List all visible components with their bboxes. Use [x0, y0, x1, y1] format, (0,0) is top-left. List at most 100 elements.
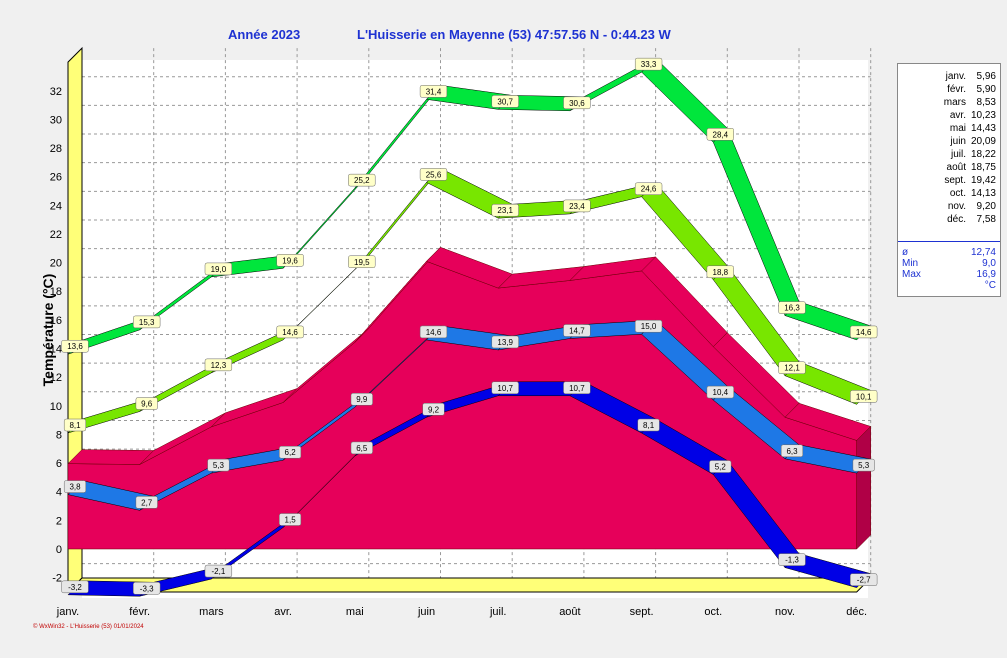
y-tick-label: 16	[50, 315, 62, 327]
legend-month-name: sept.	[944, 175, 966, 186]
data-label-bg	[706, 128, 734, 141]
y-tick-label: 18	[50, 286, 62, 298]
legend-month-value: 14,43	[970, 123, 996, 134]
data-label: 8,1	[69, 421, 81, 430]
legend-stat-value: °C	[984, 280, 996, 291]
data-label: 6,5	[356, 444, 368, 453]
data-label: 1,5	[285, 516, 297, 525]
x-tick-label: janv.	[56, 606, 79, 618]
data-label-bg	[419, 85, 448, 98]
data-label-bg	[778, 553, 806, 566]
data-label-bg	[563, 381, 591, 395]
data-label: 6,3	[786, 447, 798, 456]
data-label-bg	[422, 403, 445, 416]
data-label-bg	[637, 418, 660, 432]
y-tick-label: 26	[50, 172, 62, 184]
data-label-bg	[61, 580, 89, 594]
legend-month-name: août	[946, 162, 966, 173]
legend-stat-value: 16,9	[976, 269, 996, 280]
data-label: 33,3	[641, 60, 657, 69]
data-label-bg	[279, 513, 302, 526]
x-tick-label: déc.	[846, 606, 867, 618]
y-tick-label: 6	[56, 458, 62, 470]
mean-area-top	[67, 449, 155, 465]
y-tick-label: 10	[50, 401, 62, 413]
data-label: 19,0	[211, 265, 227, 274]
data-labels: 13,6 15,3 19,0 19,6 25,2 31,4 30,7 30,6 33,3 28,4…	[61, 57, 878, 595]
data-label: -1,3	[785, 556, 799, 565]
data-label-bg	[706, 385, 734, 399]
chart-location-title: L'Huisserie en Mayenne (53) 47:57.56 N -…	[357, 27, 671, 42]
legend-month-value: 8,53	[976, 97, 996, 108]
legend-stat-key: ø	[902, 247, 909, 258]
y-tick-label: 32	[50, 86, 62, 98]
y-tick-label: 14	[50, 344, 62, 356]
x-tick-label: sept.	[630, 606, 654, 618]
data-label: 12,1	[784, 364, 800, 373]
data-label: 9,9	[356, 395, 368, 404]
data-label-bg	[61, 339, 89, 353]
data-label-bg	[63, 480, 87, 493]
data-label-bg	[563, 96, 591, 110]
legend-stat-key: Max	[902, 269, 921, 280]
x-tick-label: févr.	[129, 606, 150, 618]
data-label-bg	[204, 564, 233, 578]
data-label: 23,4	[569, 202, 585, 211]
data-label: 14,6	[282, 328, 298, 337]
data-label: 5,3	[858, 461, 870, 470]
legend-stat-value: 9,0	[982, 258, 996, 269]
data-label: 30,6	[569, 99, 585, 108]
data-label: 31,4	[426, 87, 442, 96]
data-label-bg	[276, 325, 304, 339]
mean-area-side	[856, 425, 871, 550]
data-label: -2,7	[857, 576, 871, 585]
data-label-bg	[135, 496, 158, 509]
legend-month-name: juil.	[950, 149, 966, 160]
data-label: 24,6	[641, 185, 657, 194]
data-label: 12,3	[211, 361, 227, 370]
data-label: 9,2	[428, 405, 440, 414]
data-label: -2,1	[212, 567, 226, 576]
footer-credit: © WxWin32 - L'Huisserie (53) 01/01/2024	[33, 624, 144, 630]
data-label: 6,2	[285, 448, 297, 457]
y-tick-label: 30	[50, 114, 62, 126]
data-label-bg	[634, 182, 663, 195]
data-label-bg	[350, 392, 373, 406]
data-label: 23,1	[497, 206, 513, 215]
y-tick-label: 2	[56, 515, 62, 527]
y-tick-label: 12	[50, 372, 62, 384]
data-label-bg	[350, 441, 373, 455]
data-label-bg	[852, 458, 875, 472]
legend-month-value: 18,75	[970, 162, 996, 173]
legend-stat-key: Min	[902, 258, 919, 269]
legend-month-name: oct.	[949, 188, 966, 199]
data-label-bg	[850, 390, 878, 403]
legend-month-name: mars	[943, 97, 966, 108]
data-label: 9,6	[141, 400, 153, 409]
y-axis-label: Température (°C)	[40, 273, 56, 387]
data-label-bg	[279, 445, 302, 459]
legend-month-value: 7,58	[976, 214, 996, 225]
data-label: 2,7	[141, 498, 153, 507]
data-label: 25,2	[354, 176, 370, 185]
data-label: 10,4	[713, 388, 729, 397]
data-label-bg	[204, 358, 233, 372]
data-label: 28,4	[713, 130, 729, 139]
data-label: 15,0	[641, 322, 657, 331]
data-label: 25,6	[426, 170, 442, 179]
y-tick-label: 24	[50, 200, 62, 212]
legend-month-value: 14,13	[970, 188, 996, 199]
x-tick-label: oct.	[704, 606, 722, 618]
data-label-bg	[778, 361, 806, 374]
data-label: 19,5	[354, 258, 370, 267]
monthly-means-legend: janv. 5,96 févr. 5,90 mars 8,53 avr. 10,23 mai 14…	[897, 63, 1001, 297]
legend-month-name: juin	[950, 136, 966, 147]
data-label-bg	[348, 255, 376, 269]
data-label-bg	[709, 460, 732, 473]
data-label-bg	[634, 57, 663, 71]
data-label-bg	[850, 325, 878, 339]
data-label-bg	[63, 418, 87, 432]
data-label: 13,9	[497, 338, 513, 347]
legend-month-name: févr.	[947, 84, 966, 95]
